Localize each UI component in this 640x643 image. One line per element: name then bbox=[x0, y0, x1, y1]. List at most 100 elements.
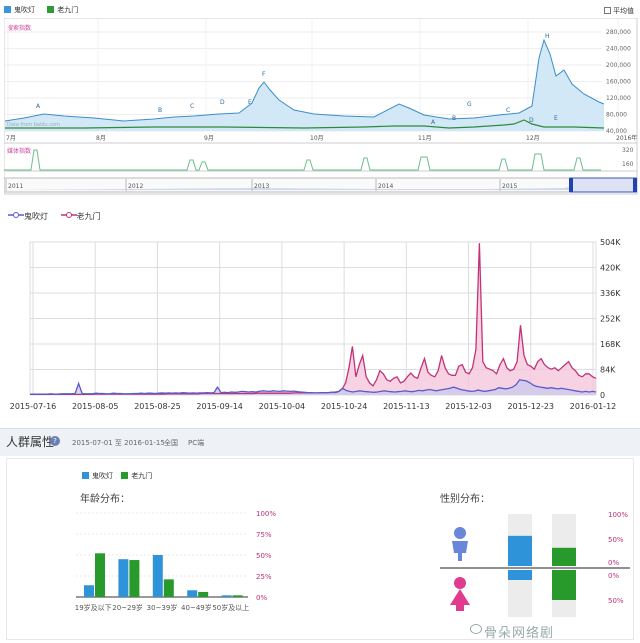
event-annotation[interactable]: E bbox=[554, 115, 558, 122]
series-line[interactable] bbox=[30, 379, 597, 395]
gender-distribution-chart[interactable]: 100% 50% 0% 0% 50% bbox=[440, 505, 630, 617]
event-annotation[interactable]: G bbox=[467, 101, 472, 108]
event-annotation[interactable]: A bbox=[431, 119, 436, 126]
section-header bbox=[0, 428, 640, 456]
age-ytick: 0% bbox=[256, 594, 267, 602]
comparison-chart[interactable]: 504K 420K 336K 252K 168K 84K 0 2015-07-16 2015-… bbox=[0, 205, 640, 427]
age-bar[interactable] bbox=[95, 553, 105, 597]
age-bar[interactable] bbox=[118, 559, 129, 597]
gender-ytick: 100% bbox=[608, 511, 628, 519]
legend-swatch bbox=[82, 472, 89, 479]
female-share-bar[interactable] bbox=[508, 570, 532, 580]
event-annotation[interactable]: B bbox=[158, 107, 162, 114]
checkbox-icon bbox=[604, 7, 611, 14]
y-tick-label: 504K bbox=[600, 238, 621, 247]
age-bar[interactable] bbox=[129, 560, 140, 597]
legend-swatch bbox=[4, 6, 11, 13]
x-tick-label: 2015-08-25 bbox=[134, 402, 181, 411]
age-category-label: 20~29岁 bbox=[112, 603, 143, 612]
search-ytick: 120,000 bbox=[606, 95, 631, 102]
age-bar[interactable] bbox=[232, 595, 243, 597]
age-bar[interactable] bbox=[198, 591, 209, 597]
event-annotation[interactable]: D bbox=[529, 117, 534, 124]
search-ytick: 240,000 bbox=[606, 46, 631, 53]
timeline-handle-right[interactable] bbox=[633, 178, 637, 192]
gender-ytick: 50% bbox=[608, 536, 624, 544]
event-annotation[interactable]: F bbox=[262, 71, 266, 78]
male-share-bar[interactable] bbox=[508, 535, 532, 566]
event-annotation[interactable]: C bbox=[190, 103, 194, 110]
media-ytick: 320 bbox=[622, 147, 634, 154]
search-xtick: 12月 bbox=[526, 135, 540, 142]
legend-swatch bbox=[121, 472, 129, 479]
event-annotation[interactable]: H bbox=[545, 33, 550, 40]
watermark-text: Data from baidu.com bbox=[7, 122, 60, 128]
search-index-label: 搜索指数 bbox=[7, 24, 31, 32]
media-index-label: 媒体指数 bbox=[7, 147, 31, 155]
female-icon bbox=[450, 577, 470, 611]
x-tick-label: 2015-10-04 bbox=[259, 402, 306, 411]
age-distribution-title: 年龄分布： bbox=[80, 494, 130, 505]
section-title: 人群属性 bbox=[6, 435, 55, 449]
comparison-legend: 鬼吹灯 老九门 bbox=[8, 211, 111, 222]
female-share-bar[interactable] bbox=[552, 570, 576, 600]
search-ytick: 80,000 bbox=[606, 112, 627, 119]
event-annotation[interactable]: C bbox=[506, 107, 510, 114]
search-index-chart[interactable]: 搜索指数 280,000 240,000 200,000 160,000 120,000… bbox=[4, 18, 638, 196]
search-ytick: 280,000 bbox=[606, 29, 631, 36]
wechat-icon bbox=[470, 624, 482, 634]
media-index-panel: 媒体指数 320 160 bbox=[4, 142, 637, 172]
age-bar[interactable] bbox=[163, 579, 174, 597]
device-scope: PC端 bbox=[188, 439, 205, 447]
gender-distribution-title: 性别分布： bbox=[440, 494, 490, 505]
event-annotation[interactable]: A bbox=[36, 103, 41, 110]
y-tick-label: 0 bbox=[600, 391, 605, 400]
search-xtick: 2016年1月 bbox=[616, 134, 638, 142]
male-share-bar[interactable] bbox=[552, 547, 576, 566]
average-checkbox[interactable]: 平均值 bbox=[604, 6, 634, 16]
series-area bbox=[30, 243, 596, 395]
y-tick-label: 336K bbox=[600, 289, 621, 298]
help-icon[interactable]: ? bbox=[50, 436, 60, 446]
x-tick-label: 2016-01-12 bbox=[570, 402, 617, 411]
age-bar[interactable] bbox=[84, 585, 94, 597]
timeline-year: 2014 bbox=[378, 183, 393, 190]
age-ytick: 50% bbox=[256, 552, 272, 560]
legend-item-laojiumen[interactable]: 老九门 bbox=[60, 212, 101, 221]
search-xtick: 8月 bbox=[96, 135, 106, 142]
age-distribution-chart[interactable]: 100% 75% 50% 25% 0% 19岁及以下 20~29岁 30~39岁 40~49岁… bbox=[70, 505, 280, 617]
age-bar[interactable] bbox=[187, 590, 198, 597]
timeline-navigator: 2011 2012 2013 2014 2015 bbox=[4, 177, 638, 193]
search-xtick: 10月 bbox=[310, 135, 324, 142]
age-category-label: 30~39岁 bbox=[147, 603, 178, 612]
x-tick-label: 2015-11-13 bbox=[383, 402, 430, 411]
timeline-year: 2012 bbox=[128, 183, 143, 190]
gender-ytick: 0% bbox=[608, 559, 619, 567]
legend-item-guichuideng[interactable]: 鬼吹灯 bbox=[8, 212, 48, 221]
age-ytick: 100% bbox=[256, 510, 276, 518]
gender-ytick: 0% bbox=[608, 572, 619, 580]
search-ytick: 200,000 bbox=[606, 62, 631, 69]
search-ytick: 40,000 bbox=[606, 128, 627, 135]
legend-item-laojiumen[interactable]: 老九门 bbox=[47, 6, 78, 14]
watermark: 骨朵网络剧 bbox=[484, 626, 555, 641]
age-bar[interactable] bbox=[221, 595, 232, 597]
age-category-label: 50岁及以上 bbox=[212, 603, 249, 612]
age-bar[interactable] bbox=[152, 555, 163, 597]
date-range: 2015-07-01 至 2016-01-15 bbox=[72, 439, 165, 447]
timeline-year: 2011 bbox=[8, 183, 23, 190]
search-xtick: 9月 bbox=[204, 135, 214, 142]
legend-item-laojiumen[interactable]: 老九门 bbox=[121, 472, 152, 480]
x-tick-label: 2015-09-14 bbox=[196, 402, 243, 411]
event-annotation[interactable]: D bbox=[220, 99, 225, 106]
event-annotation[interactable]: E bbox=[248, 99, 252, 106]
y-tick-label: 252K bbox=[600, 315, 621, 324]
series-area bbox=[30, 379, 596, 395]
legend-item-guichuideng[interactable]: 鬼吹灯 bbox=[4, 6, 35, 14]
timeline-handle-left[interactable] bbox=[569, 178, 573, 192]
top-legend: 鬼吹灯 老九门 bbox=[4, 5, 88, 15]
event-annotation[interactable]: B bbox=[452, 115, 456, 122]
demographics-legend: 鬼吹灯 老九门 bbox=[82, 471, 158, 481]
legend-item-guichuideng[interactable]: 鬼吹灯 bbox=[82, 472, 113, 480]
timeline-range-selector[interactable] bbox=[569, 177, 637, 193]
